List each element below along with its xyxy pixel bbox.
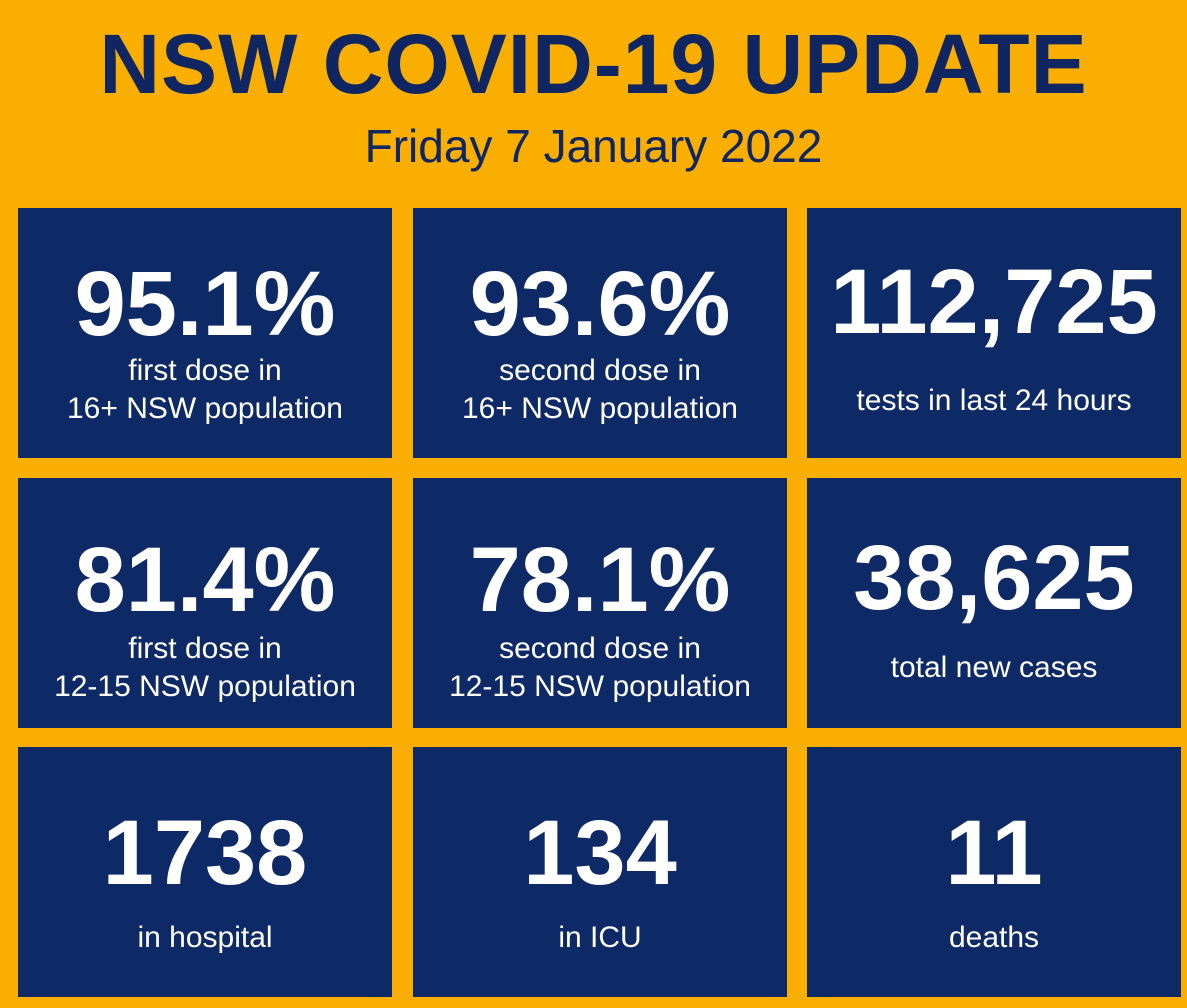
stat-label-line1: second dose in xyxy=(499,354,701,387)
stat-label-line1: in hospital xyxy=(137,921,273,954)
stat-label-line2: 12-15 NSW population xyxy=(449,670,751,703)
stat-label-line2: 16+ NSW population xyxy=(461,392,738,425)
stat-label-line2: 12-15 NSW population xyxy=(54,670,356,703)
stat-tile-first-dose-16plus: 95.1% first dose in 16+ NSW population xyxy=(18,208,392,458)
stat-label-line1: second dose in xyxy=(499,632,701,665)
stat-label-line1: deaths xyxy=(948,921,1040,954)
stat-value: 11 xyxy=(945,802,1043,904)
stat-label-line1: first dose in xyxy=(128,354,282,387)
stat-tile-new-cases: 38,625 total new cases xyxy=(807,478,1181,728)
stat-label-line1: tests in last 24 hours xyxy=(856,384,1132,417)
stat-value: 1738 xyxy=(102,802,308,904)
stat-value: 38,625 xyxy=(853,527,1135,629)
stat-label-line1: in ICU xyxy=(558,921,642,954)
stat-tile-first-dose-12-15: 81.4% first dose in 12-15 NSW population xyxy=(18,478,392,728)
stat-tile-deaths: 11 deaths xyxy=(807,747,1181,997)
stat-tile-hospital: 1738 in hospital xyxy=(18,747,392,997)
page-date: Friday 7 January 2022 xyxy=(364,120,823,172)
stat-tile-second-dose-12-15: 78.1% second dose in 12-15 NSW populatio… xyxy=(413,478,787,728)
stat-label-line2: 16+ NSW population xyxy=(66,392,343,425)
stat-tile-icu: 134 in ICU xyxy=(413,747,787,997)
stat-value: 81.4% xyxy=(74,529,336,631)
stat-value: 112,725 xyxy=(830,251,1158,353)
stat-tile-second-dose-16plus: 93.6% second dose in 16+ NSW population xyxy=(413,208,787,458)
stat-label-line1: total new cases xyxy=(890,651,1098,684)
stat-value: 93.6% xyxy=(469,253,731,355)
page-title: NSW COVID-19 UPDATE xyxy=(99,17,1088,111)
stat-value: 134 xyxy=(523,802,677,904)
stat-tile-tests: 112,725 tests in last 24 hours xyxy=(807,208,1181,458)
stat-value: 78.1% xyxy=(469,529,731,631)
stat-label-line1: first dose in xyxy=(128,632,282,665)
stat-value: 95.1% xyxy=(74,253,336,355)
